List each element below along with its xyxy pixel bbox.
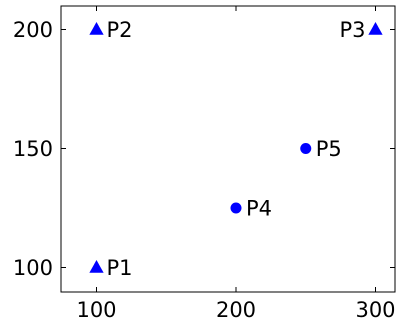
plot-frame: [60, 5, 396, 293]
point-p1-label: P1: [107, 256, 133, 280]
point-p1-triangle-marker: [89, 260, 104, 273]
x-tick-label: 300: [355, 298, 395, 322]
point-p5-circle-marker: [300, 143, 312, 154]
x-tick-label: 100: [76, 298, 116, 322]
point-p2-triangle-marker: [89, 22, 104, 35]
y-tick-label: 200: [13, 18, 53, 42]
point-p4-label: P4: [246, 197, 272, 221]
marks-layer: [89, 22, 383, 273]
axes-layer: 100 200 300 100 150 200: [13, 5, 396, 322]
y-tick-label: 100: [13, 256, 53, 280]
point-p2-label: P2: [107, 18, 133, 42]
point-p3-label: P3: [339, 18, 365, 42]
point-p5-label: P5: [316, 137, 342, 161]
point-p4-circle-marker: [230, 202, 242, 214]
x-tick-label: 200: [216, 298, 256, 322]
point-p3-triangle-marker: [368, 22, 383, 35]
labels-layer: P1 P2 P3 P4 P5: [107, 18, 366, 280]
y-tick-label: 150: [13, 137, 53, 161]
